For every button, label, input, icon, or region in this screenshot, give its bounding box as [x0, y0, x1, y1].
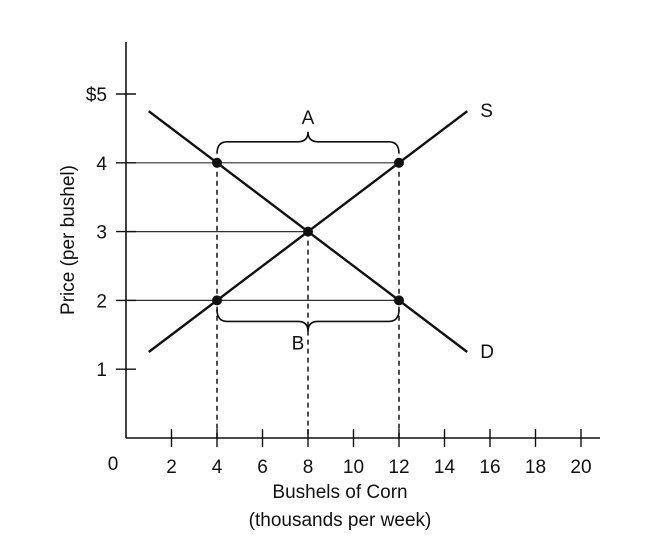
x-tick-label: 12 — [388, 457, 409, 478]
x-tick-label: 6 — [257, 457, 268, 478]
brace-label-b: B — [292, 333, 305, 354]
origin-label: 0 — [108, 454, 119, 475]
x-axis-subtitle: (thousands per week) — [249, 510, 432, 531]
intersection-point — [303, 226, 313, 237]
intersection-point — [394, 157, 404, 168]
x-tick-label: 8 — [303, 457, 314, 478]
intersection-point — [212, 295, 222, 306]
brace-a — [216, 131, 400, 154]
x-tick-label: 16 — [479, 457, 500, 478]
x-axis-title: Bushels of Corn — [272, 482, 407, 503]
axes — [125, 42, 600, 439]
curve-label-d: D — [480, 342, 494, 363]
x-tick-label: 2 — [166, 457, 177, 478]
y-tick-label: $5 — [86, 85, 107, 106]
y-axis-title: Price (per bushel) — [58, 165, 79, 315]
points — [212, 157, 404, 306]
curve-label-s: S — [480, 101, 493, 122]
y-tick-label: 1 — [96, 360, 107, 381]
x-tick-label: 14 — [434, 457, 456, 478]
x-tick-label: 10 — [343, 457, 364, 478]
braces: AB — [216, 108, 400, 354]
brace-label-a: A — [302, 108, 315, 129]
brace-b — [216, 309, 400, 332]
guide-lines — [126, 162, 400, 438]
intersection-point — [212, 157, 222, 168]
x-tick-label: 4 — [212, 457, 223, 478]
x-tick-label: 20 — [570, 457, 591, 478]
y-tick-label: 3 — [96, 223, 107, 244]
y-tick-label: 4 — [96, 154, 107, 175]
x-tick-label: 18 — [525, 457, 546, 478]
y-tick-label: 2 — [96, 291, 107, 312]
intersection-point — [394, 295, 404, 306]
